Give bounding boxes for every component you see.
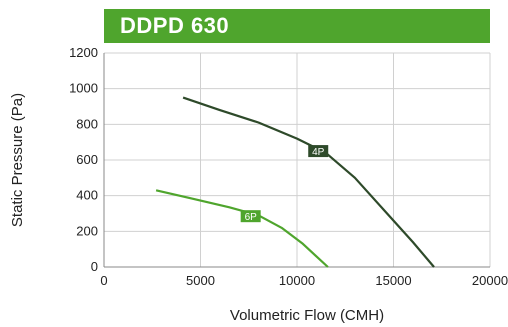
series-tag-6p (240, 210, 261, 223)
x-tick-label: 15000 (375, 273, 411, 288)
series-line-4p (182, 96, 435, 268)
y-tick-label: 1000 (69, 81, 98, 96)
x-axis-title: Volumetric Flow (CMH) (230, 307, 384, 324)
series-line-6p (155, 189, 329, 268)
y-tick-label: 400 (76, 188, 98, 203)
y-tick-label: 600 (76, 152, 98, 167)
x-tick-label: 10000 (279, 273, 315, 288)
series-tag-4p (308, 145, 329, 158)
y-tick-label: 800 (76, 116, 98, 131)
y-axis-title: Static Pressure (Pa) (9, 93, 26, 227)
series-label-6p: 6P (245, 212, 258, 223)
series-label-4p: 4P (312, 147, 325, 158)
x-tick-label: 5000 (186, 273, 215, 288)
y-tick-label: 200 (76, 223, 98, 238)
chart-title: DDPD 630 (120, 13, 230, 38)
y-tick-label: 1200 (69, 45, 98, 60)
title-banner: DDPD 630 (104, 9, 490, 43)
y-tick-label: 0 (91, 259, 98, 274)
x-tick-label: 0 (100, 273, 107, 288)
x-tick-label: 20000 (472, 273, 508, 288)
